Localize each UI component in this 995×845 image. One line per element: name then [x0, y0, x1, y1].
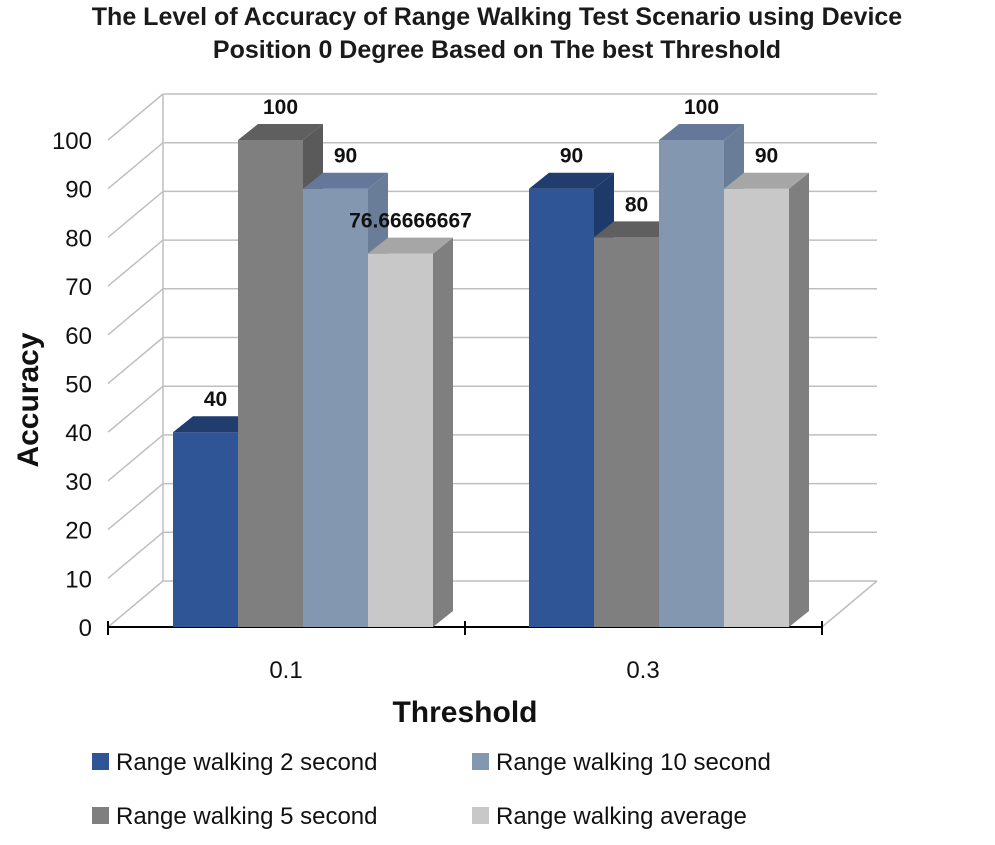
y-tick-label-80: 80 [65, 225, 92, 252]
chart-title-line-2: Position 0 Degree Based on The best Thre… [213, 36, 781, 64]
bar-g1-s4 [368, 253, 433, 627]
y-tick-label-50: 50 [65, 372, 92, 399]
y-tick-label-60: 60 [65, 323, 92, 350]
y-tick-label-30: 30 [65, 469, 92, 496]
bar-g2-s4-side [789, 172, 809, 627]
bar-g1-s3-top [303, 172, 388, 189]
x-axis-title: Threshold [392, 696, 537, 729]
bar-g2-s1-top [529, 172, 614, 189]
data-label-g2-s1: 90 [560, 145, 583, 168]
legend: Range walking 2 second Range walking 5 se… [92, 749, 771, 830]
x-tick-label-0.3: 0.3 [626, 657, 659, 684]
legend-swatch-4 [472, 807, 489, 824]
bar-g1-s4-top [368, 237, 453, 254]
axes: 0 10 20 30 40 50 60 70 80 90 100 0.1 0.3 [52, 128, 823, 684]
bar-g1-s2-top [238, 124, 323, 140]
data-label-g1-s1: 40 [204, 388, 227, 411]
gridline-depth-30 [107, 434, 164, 482]
y-tick-label-100: 100 [52, 128, 92, 155]
legend-swatch-1 [92, 753, 109, 770]
data-label-g2-s2: 80 [625, 193, 648, 216]
gridline-depth-20 [107, 483, 164, 531]
floor-depth-edge [821, 580, 878, 628]
data-label-g1-s2: 100 [263, 96, 298, 119]
data-label-g1-s3: 90 [334, 145, 357, 168]
bar-g2-s2-top [594, 221, 679, 238]
y-tick-label-20: 20 [65, 518, 92, 545]
gridline-depth-100 [107, 93, 164, 141]
gridline-depth-50 [107, 336, 164, 385]
gridline-depth-10 [107, 531, 164, 579]
legend-label-4: Range walking average [496, 803, 747, 830]
chart-title-line-1: The Level of Accuracy of Range Walking T… [92, 3, 903, 31]
y-tick-label-90: 90 [65, 177, 92, 204]
y-tick-label-40: 40 [65, 420, 92, 447]
y-tick-label-10: 10 [65, 566, 92, 593]
y-tick-label-70: 70 [65, 274, 92, 301]
legend-label-3: Range walking 10 second [496, 749, 771, 776]
bar-g2-s1 [529, 188, 594, 627]
gridline-depth-90 [107, 142, 164, 190]
bars [173, 124, 809, 627]
gridline-depth-40 [107, 385, 164, 433]
bar-g2-s4-top [724, 172, 809, 189]
legend-label-1: Range walking 2 second [116, 749, 378, 776]
data-label-g2-s3: 100 [684, 96, 719, 119]
data-label-g1-s4: 76.66666667 [349, 210, 472, 233]
bar-g1-s1 [173, 432, 238, 627]
y-tick-label-0: 0 [79, 615, 92, 642]
x-tick-label-0.1: 0.1 [269, 657, 302, 684]
bar-g1-s2 [238, 140, 303, 627]
bar-g1-s4-side [433, 237, 453, 627]
gridline-depth-70 [107, 239, 164, 287]
legend-swatch-3 [472, 753, 489, 770]
legend-swatch-2 [92, 807, 109, 824]
bar-g1-s1-top [173, 416, 258, 433]
data-labels: 40 100 90 76.66666667 90 80 100 90 [204, 96, 778, 411]
gridline-depth-80 [107, 190, 164, 238]
bar-g2-s2 [594, 237, 659, 627]
bar-g2-s3 [659, 140, 724, 627]
gridline-depth-60 [107, 288, 164, 336]
data-label-g2-s4: 90 [755, 145, 778, 168]
bar-g2-s3-top [659, 124, 744, 140]
legend-label-2: Range walking 5 second [116, 803, 378, 830]
gridline-depth-0 [107, 580, 164, 628]
bar-g2-s4 [724, 188, 789, 627]
bar-g1-s3 [303, 188, 368, 627]
y-axis-title: Accuracy [12, 332, 45, 467]
